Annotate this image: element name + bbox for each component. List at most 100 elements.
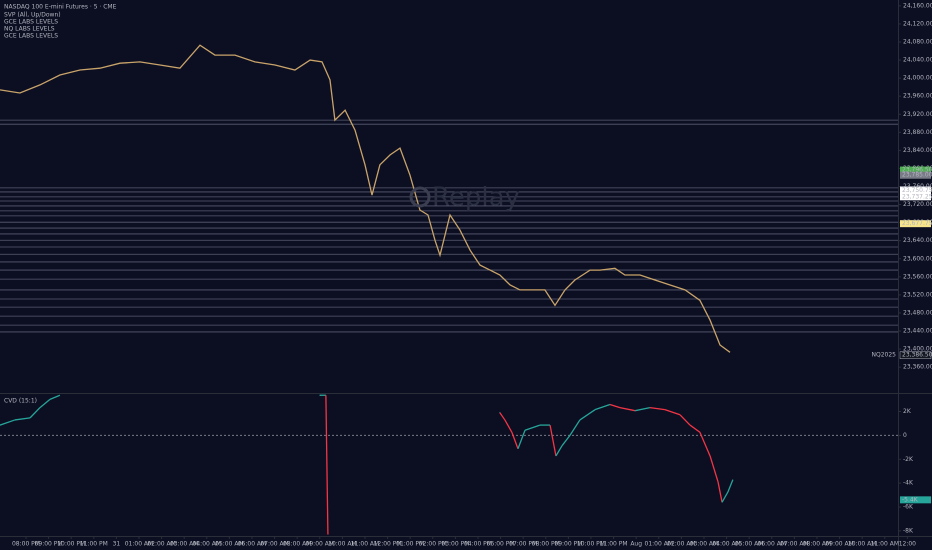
cvd-segment (49, 394, 61, 400)
x-tick-label: 31 (113, 541, 121, 548)
x-tick-label: 12:00 (899, 541, 916, 548)
cvd-segment (569, 419, 581, 436)
watermark-logo (409, 186, 431, 208)
cvd-segment (29, 407, 41, 419)
y-tick-label: 24,000.00 (903, 75, 932, 82)
x-tick-label: 07:00 AM (780, 541, 808, 548)
y-tick-label: 23,400.00 (903, 346, 932, 353)
x-tick-label: 01:00 AM (645, 541, 673, 548)
cvd-segment (504, 419, 513, 433)
x-tick-label: 08:00 AM (803, 541, 831, 548)
x-tick-label: 02:00 AM (147, 541, 175, 548)
x-tick-label: 06:00 PM (487, 541, 515, 548)
pane-title: CVD (15:1) (4, 398, 37, 405)
cvd-segment (511, 432, 519, 449)
cvd-segment (649, 406, 665, 411)
x-tick-label: 05:00 AM (735, 541, 763, 548)
pane (0, 44, 898, 353)
cvd-segment (727, 479, 734, 493)
x-tick-label: 09:00 AM (825, 541, 853, 548)
x-tick-label: 01:00 AM (125, 541, 153, 548)
pane-title: NASDAQ 100 E-mini Futures · 5 · CME (4, 4, 117, 11)
x-tick-label: 11:00 PM (600, 541, 628, 548)
x-tick-label: 11:00 AM (871, 541, 899, 548)
price-tag (900, 187, 931, 195)
price-tag (900, 496, 931, 504)
cvd-segment (549, 424, 557, 457)
price-tag (900, 220, 931, 228)
cvd-segment (619, 406, 636, 412)
cvd-segment (517, 430, 526, 449)
x-tick-label: 06:00 AM (238, 541, 266, 548)
indicator-label: GCE LABS LEVELS (4, 33, 58, 40)
y-tick-label: -8K (903, 527, 914, 534)
y-tick-label: 24,120.00 (903, 20, 932, 27)
x-tick-label: 10:00 PM (57, 541, 85, 548)
y-tick-label: 23,920.00 (903, 111, 932, 118)
cvd-segment (634, 406, 651, 412)
price-tag-label: 23,750.75 (902, 187, 932, 194)
cvd-segment (579, 409, 596, 421)
y-tick-label: 23,480.00 (903, 309, 932, 316)
x-tick-label: 11:00 AM (351, 541, 379, 548)
cvd-segment (555, 445, 563, 457)
y-tick-label: 24,080.00 (903, 39, 932, 46)
x-tick-label: 03:00 AM (690, 541, 718, 548)
watermark: Replay (432, 183, 520, 213)
y-tick-label: 23,720.00 (903, 201, 932, 208)
x-tick-label: 07:00 PM (509, 541, 537, 548)
x-tick-label: 12:00 PM (374, 541, 402, 548)
price-tag-label: 23,386.50 (902, 352, 932, 359)
price-tag-label: 23,677.75 (902, 220, 932, 227)
cvd-segment (609, 403, 621, 409)
x-tick-label: 09:00 AM (306, 541, 334, 548)
cvd-segment (709, 455, 719, 482)
x-tick-label: 08:00 PM (12, 541, 40, 548)
price-tag-label: 23,785.00 (902, 172, 932, 179)
price-tag-label: 23,796.50 (902, 167, 932, 174)
y-tick-label: 24,160.00 (903, 2, 932, 9)
price-tag (900, 171, 931, 179)
pane (0, 394, 898, 535)
indicator-label: NQ LABS LEVELS (4, 26, 55, 33)
x-tick-label: 11:00 PM (80, 541, 108, 548)
y-tick-label: -6K (903, 504, 914, 511)
price-tag-label: -5.4K (902, 496, 919, 503)
x-tick-label: Aug (630, 541, 642, 548)
x-tick-label: 04:00 PM (464, 541, 492, 548)
x-tick-label: 06:00 AM (758, 541, 786, 548)
y-tick-label: -2K (903, 456, 914, 463)
x-tick-label: 08:00 AM (283, 541, 311, 548)
indicator-label: SVP (All, Up/Down) (4, 12, 61, 19)
price-tag-label: 23,737.25 (902, 193, 932, 200)
indicator-label: GCE LABS LEVELS (4, 19, 58, 26)
cvd-segment (0, 419, 16, 426)
cvd-segment (524, 424, 541, 431)
y-tick-label: 23,520.00 (903, 291, 932, 298)
x-tick-label: 10:00 AM (848, 541, 876, 548)
y-tick-label: 23,560.00 (903, 273, 932, 280)
cvd-segment (594, 403, 611, 411)
cvd-segment (664, 409, 681, 416)
cvd-segment (699, 432, 711, 457)
y-tick-label: 23,360.00 (903, 364, 932, 371)
x-tick-label: 10:00 AM (328, 541, 356, 548)
x-tick-label: 01:00 PM (396, 541, 424, 548)
y-tick-label: 23,960.00 (903, 93, 932, 100)
y-tick-label: 24,040.00 (903, 57, 932, 64)
x-tick-label: 02:00 AM (667, 541, 695, 548)
symbol-tag: NQ2025 (872, 352, 897, 359)
y-tick-label: 2K (903, 408, 912, 415)
cvd-segment (561, 434, 571, 447)
price-tag (900, 193, 931, 201)
y-tick-label: 23,840.00 (903, 147, 932, 154)
cvd-segment (39, 398, 51, 409)
cvd-segment (679, 414, 691, 426)
price-tag (899, 351, 932, 359)
price-tag (900, 166, 931, 174)
x-tick-label: 10:00 PM (577, 541, 605, 548)
y-tick-label: 23,640.00 (903, 237, 932, 244)
x-tick-label: 03:00 AM (170, 541, 198, 548)
